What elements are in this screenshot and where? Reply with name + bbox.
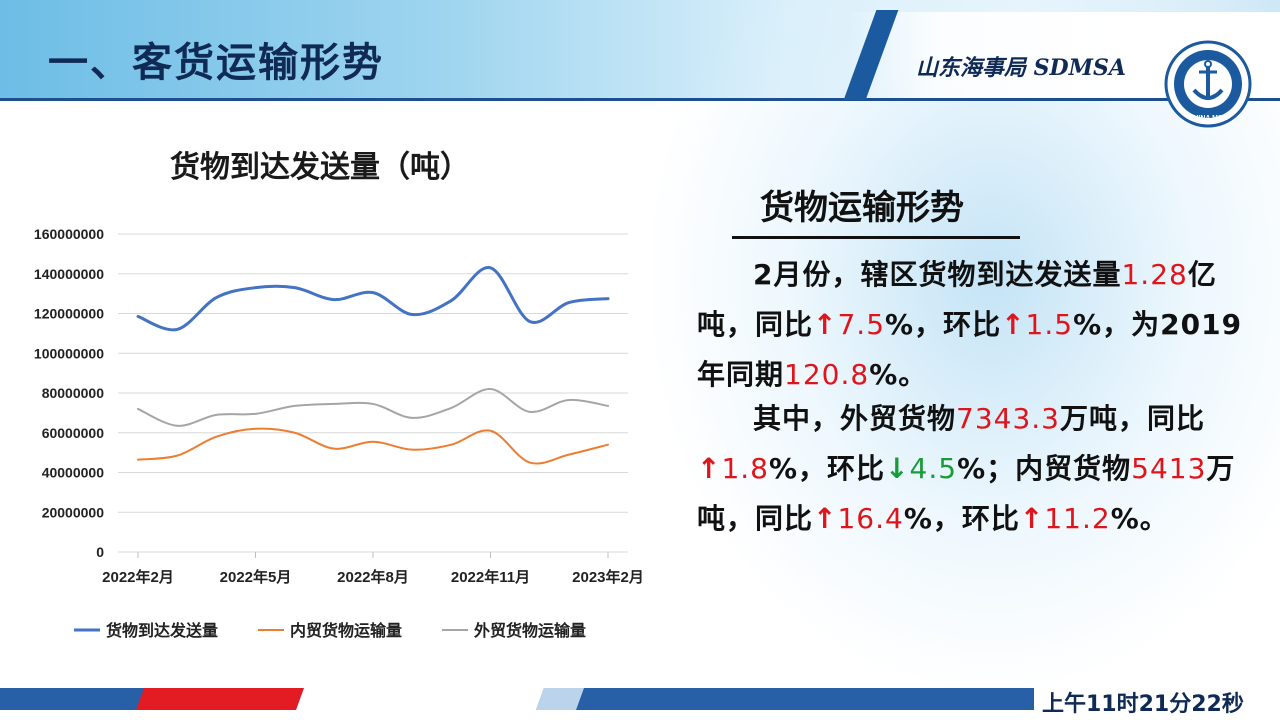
legend-label: 内贸货物运输量 <box>290 621 402 640</box>
x-tick-label: 2022年8月 <box>337 568 409 586</box>
y-tick-label: 40000000 <box>42 465 105 481</box>
value-total-volume: 1.28 <box>1121 258 1188 291</box>
value-yoy: 7.5 <box>837 308 886 341</box>
y-tick-label: 20000000 <box>42 504 105 520</box>
paragraph-breakdown: 其中，外贸货物7343.3万吨，同比↑1.8%，环比↓4.5%；内贸货物5413… <box>697 402 1236 535</box>
y-tick-label: 160000000 <box>34 226 104 242</box>
chart-title: 货物到达发送量（吨） <box>170 150 470 185</box>
value-domestic-yoy: 16.4 <box>837 502 904 535</box>
series-line-3 <box>137 388 609 427</box>
line-chart: 0 20000000 40000000 60000000 80000000 1000000… <box>34 226 644 640</box>
y-tick-label: 80000000 <box>42 385 105 401</box>
chart-y-tick-labels: 0 20000000 40000000 60000000 80000000 1000000… <box>34 226 104 560</box>
china-msa-emblem-icon: CHINA MSA <box>1164 40 1252 128</box>
y-tick-label: 60000000 <box>42 425 105 441</box>
value-vs-2019: 120.8 <box>784 358 870 391</box>
footer-red-stripe <box>135 688 305 710</box>
y-tick-label: 120000000 <box>34 306 104 322</box>
x-tick-label: 2022年2月 <box>102 568 174 586</box>
section-heading: 货物运输形势 <box>760 188 964 228</box>
value-domestic-trade: 5413 <box>1131 452 1207 485</box>
value-foreign-trade: 7343.3 <box>956 402 1060 435</box>
timestamp: 上午11时21分22秒 <box>1042 692 1244 717</box>
arrow-up-icon: ↑ <box>1001 308 1026 341</box>
arrow-up-icon: ↑ <box>813 502 838 535</box>
footer-light-stripe <box>535 688 585 710</box>
value-mom: 1.5 <box>1025 308 1074 341</box>
x-tick-label: 2022年5月 <box>220 568 292 586</box>
arrow-up-icon: ↑ <box>697 452 722 485</box>
chart-x-tick-labels: 2022年2月 2022年5月 2022年8月 2022年11月 2023年2月 <box>102 552 644 586</box>
x-tick-label: 2023年2月 <box>572 568 644 586</box>
footer-time-box <box>1034 688 1280 720</box>
value-foreign-mom: 4.5 <box>909 452 958 485</box>
footer-white-stripe <box>295 688 545 710</box>
y-tick-label: 0 <box>96 544 104 560</box>
page-title: 一、客货运输形势 <box>48 40 384 86</box>
section-heading-underline <box>732 236 1020 239</box>
chart-gridlines <box>118 233 628 553</box>
footer-bottom-band <box>0 710 1280 720</box>
background-water-graphic <box>640 0 1280 700</box>
arrow-up-icon: ↑ <box>1019 502 1045 535</box>
y-tick-label: 140000000 <box>34 266 104 282</box>
series-line-1 <box>136 266 610 332</box>
svg-text:CHINA MSA: CHINA MSA <box>1188 115 1227 122</box>
header-divider <box>0 98 1280 101</box>
value-foreign-yoy: 1.8 <box>721 452 769 485</box>
paragraph-summary: 2月份，辖区货物到达发送量1.28亿吨，同比↑7.5%，环比↑1.5%，为201… <box>697 258 1243 391</box>
legend-label: 外贸货物运输量 <box>473 621 586 640</box>
chart-legend: 货物到达发送量 内贸货物运输量 外贸货物运输量 <box>74 621 586 640</box>
arrow-down-icon: ↓ <box>885 452 910 485</box>
chart-series-lines <box>136 266 610 465</box>
arrow-up-icon: ↑ <box>813 308 838 341</box>
y-tick-label: 100000000 <box>34 345 104 361</box>
series-line-2 <box>137 427 609 465</box>
brand-logo-text: 山东海事局 SDMSA <box>916 55 1126 81</box>
value-domestic-mom: 11.2 <box>1044 502 1111 535</box>
legend-label: 货物到达发送量 <box>106 621 218 640</box>
chart-panel <box>18 124 654 660</box>
x-tick-label: 2022年11月 <box>451 568 530 586</box>
